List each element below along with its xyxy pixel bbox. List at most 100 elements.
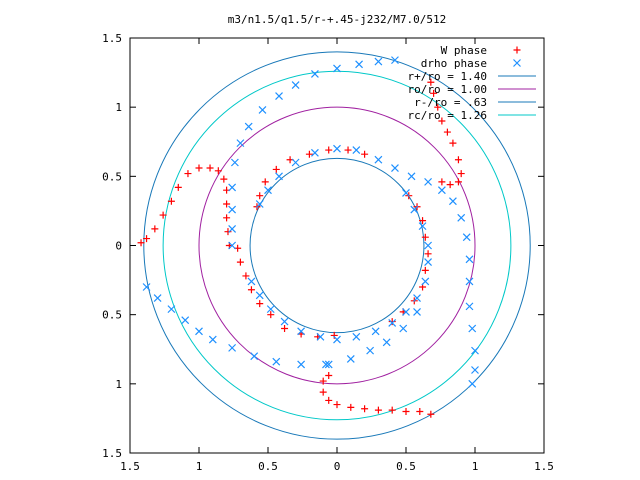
series-0-point-50 (242, 272, 250, 280)
series-0-point-54 (281, 325, 289, 332)
series-1-point-23 (355, 60, 364, 69)
series-0-point-7 (195, 164, 203, 172)
series-0-point-31 (374, 406, 382, 414)
series-1-point-65 (333, 335, 341, 344)
series-1-point-42 (264, 186, 272, 195)
y-tick-label-2: 0.5 (102, 309, 122, 322)
series-1-point-17 (244, 122, 253, 131)
x-tick-label-4: 0.5 (396, 460, 416, 473)
series-0-point-3 (159, 211, 167, 219)
series-0-point-23 (457, 170, 465, 178)
series-1-point-9 (297, 360, 306, 369)
series-0-point-12 (223, 200, 231, 208)
series-0-point-21 (449, 139, 457, 147)
circle-3 (162, 70, 512, 421)
series-1-point-11 (228, 241, 237, 250)
series-1-point-21 (310, 70, 319, 78)
x-tick-label-6: 1.5 (534, 460, 554, 473)
chart-title: m3/n1.5/q1.5/r-+.45-j232/M7.0/512 (228, 13, 447, 26)
series-0-point-42 (272, 165, 280, 173)
series-0-point-51 (247, 286, 255, 294)
series-0-point-44 (305, 150, 313, 158)
series-0-point-10 (220, 175, 228, 183)
series-0-point-52 (256, 300, 264, 308)
series-1-point-0 (142, 283, 151, 291)
series-0-point-6 (184, 170, 192, 178)
legend-label-series-1: drho phase (421, 57, 487, 70)
series-0-point-24 (454, 178, 462, 186)
series-1-point-1 (153, 294, 162, 302)
axis-ticks: 1.5 1 0.5 0 0.5 1 1.51.510.500.511.5 (102, 32, 554, 473)
series-0-point-61 (421, 233, 429, 241)
series-1-point-32 (465, 255, 474, 264)
series-0-point-41 (261, 178, 269, 186)
series-1-point-63 (371, 327, 380, 336)
series-1-point-56 (418, 222, 427, 231)
series-1-point-70 (399, 324, 408, 333)
series-1-point-48 (247, 277, 256, 286)
series-1-point-39 (391, 164, 399, 172)
series-1-point-36 (437, 186, 446, 195)
x-tick-label-2: 0.5 (258, 460, 278, 473)
series-1-point-53 (316, 332, 325, 341)
series-1-point-19 (275, 92, 283, 101)
series-1-point-25 (391, 56, 399, 65)
series-1-point-49 (255, 291, 264, 300)
series-0-point-46 (344, 146, 352, 154)
series-0-point-17 (430, 89, 438, 97)
series-1-point-71 (413, 307, 421, 316)
legend-marker-series-0 (513, 46, 521, 54)
series-1-point-62 (388, 319, 397, 327)
series-1-point-28 (471, 346, 479, 355)
series-1-point-38 (407, 172, 416, 181)
series-1-point-7 (250, 352, 259, 361)
series-0-point-13 (223, 214, 231, 222)
series-1-point-57 (424, 241, 433, 250)
series-0-point-28 (416, 408, 424, 415)
legend-label-circle-3: rc/ro = 1.26 (408, 109, 487, 122)
series-0-point-67 (388, 318, 396, 326)
series-1-point-30 (465, 302, 474, 311)
series-1-point-10 (322, 360, 330, 369)
series-1-point-51 (280, 317, 289, 326)
y-tick-label-3: 0 (115, 240, 122, 253)
series-1-point-5 (208, 335, 217, 344)
x-tick-label-5: 1 (472, 460, 479, 473)
series-0-point-62 (424, 250, 432, 258)
legend-label-circle-1: ro/ro = 1.00 (408, 83, 487, 96)
legend-marker-series-1 (513, 59, 521, 67)
series-0-point-45 (325, 146, 333, 154)
series-1-point-18 (258, 106, 267, 114)
x-tick-label-1: 1 (196, 460, 203, 473)
series-0-point-40 (256, 192, 264, 200)
series-0-point-9 (214, 167, 222, 175)
series-0-point-63 (421, 266, 429, 274)
series-1-point-22 (333, 64, 341, 73)
series-1-point-55 (410, 205, 419, 214)
y-tick-label-4: 0.5 (102, 170, 122, 183)
series-1-point-54 (402, 189, 410, 197)
series-1-point-3 (181, 316, 190, 325)
series-1-point-15 (230, 158, 239, 167)
series-0-point-2 (151, 225, 159, 233)
series-1-point-35 (448, 197, 457, 206)
series-1-point-66 (324, 360, 333, 369)
series-0-point-60 (419, 217, 427, 225)
circle-2 (249, 157, 425, 334)
series-1-point-24 (374, 57, 383, 66)
series-0-point-36 (319, 388, 327, 396)
series-1-point-45 (310, 148, 319, 157)
series-0-point-33 (347, 403, 355, 411)
series-0-point-35 (325, 396, 333, 404)
legend-label-circle-2: r-/ro = .63 (414, 96, 487, 109)
circle-0 (143, 51, 531, 440)
data-series (137, 56, 479, 418)
series-1-point-69 (382, 338, 391, 347)
series-1-point-2 (167, 305, 176, 314)
series-1-point-61 (402, 307, 410, 316)
series-1-point-6 (228, 343, 237, 352)
y-tick-label-6: 1.5 (102, 32, 122, 45)
series-1-point-20 (291, 81, 300, 89)
